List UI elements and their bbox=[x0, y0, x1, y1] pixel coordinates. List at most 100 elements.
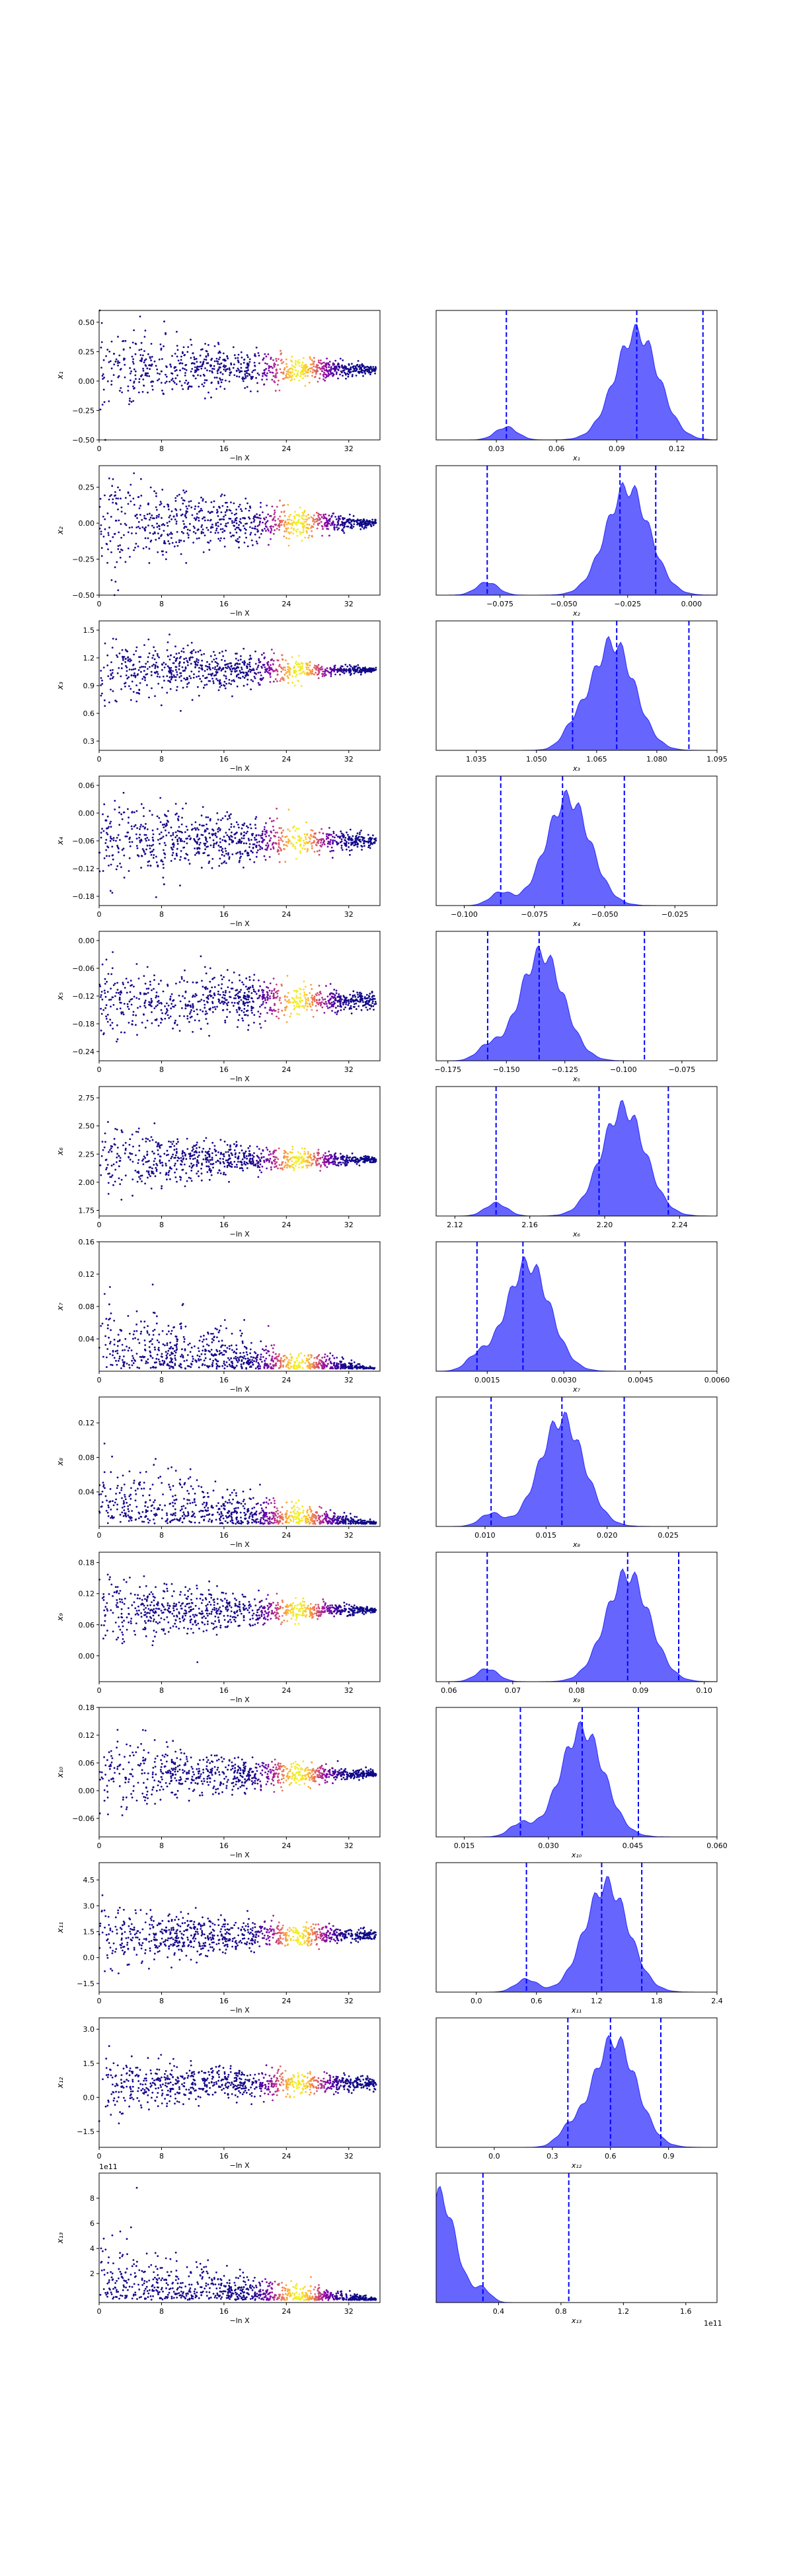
hist-area-x_8 bbox=[436, 1411, 717, 1527]
trace-xtick-label-x_3: 0 bbox=[97, 755, 102, 764]
hist-frame-x_9 bbox=[435, 1552, 718, 1682]
trace-panel-x_9: 0 8 16 24 32 −ln X 0.00 0.06 0.12 0.18 x₉ bbox=[56, 1552, 381, 1704]
hist-xtick-label-x_5: −0.175 bbox=[434, 1065, 461, 1074]
trace-ytick-label-x_6: 2.75 bbox=[79, 1094, 95, 1102]
trace-ytick-label-x_4: −0.06 bbox=[72, 837, 94, 845]
trace-ylabel-x_4: x₄ bbox=[56, 837, 65, 845]
trace-xtick-label-x_13: 32 bbox=[344, 2307, 354, 2316]
trace-xlabel-x_12: −ln X bbox=[229, 2161, 250, 2170]
trace-offset-text-x_13: 1e11 bbox=[99, 2163, 118, 2171]
trace-ytick-label-x_6: 1.75 bbox=[79, 1206, 95, 1215]
trace-xlabel-x_4: −ln X bbox=[229, 919, 250, 928]
hist-xlabel-x_6: x₆ bbox=[572, 1230, 581, 1238]
hist-xtick-label-x_3: 1.050 bbox=[526, 755, 547, 764]
trace-points-x_10 bbox=[98, 1729, 377, 1816]
trace-xtick-label-x_1: 16 bbox=[219, 445, 229, 453]
hist-panel-x_12: 0.0 0.3 0.6 0.9 x₁₂ bbox=[435, 2017, 718, 2170]
hist-area-x_3 bbox=[436, 635, 717, 751]
hist-xtick-label-x_12: 0.9 bbox=[663, 2152, 675, 2161]
trace-ytick-label-x_2: −0.25 bbox=[72, 555, 94, 564]
hist-xlabel-x_5: x₅ bbox=[572, 1075, 580, 1083]
hist-xtick-label-x_6: 2.16 bbox=[521, 1221, 538, 1229]
trace-ytick-label-x_9: 0.00 bbox=[79, 1652, 95, 1661]
trace-ytick-label-x_6: 2.00 bbox=[79, 1178, 95, 1187]
trace-xtick-label-x_5: 16 bbox=[219, 1065, 229, 1074]
trace-xtick-label-x_11: 32 bbox=[344, 1997, 354, 2005]
trace-xtick-label-x_7: 0 bbox=[97, 1376, 102, 1384]
trace-panel-x_4: 0 8 16 24 32 −ln X −0.18 −0.12 −0.06 0.00 0.06 x₄ bbox=[56, 775, 381, 928]
trace-xlabel-x_1: −ln X bbox=[229, 454, 250, 462]
trace-ytick-label-x_13: 4 bbox=[90, 2244, 94, 2253]
hist-frame-x_2 bbox=[435, 465, 718, 596]
trace-frame-x_7 bbox=[98, 1241, 381, 1372]
hist-xtick-label-x_13: 0.8 bbox=[555, 2307, 567, 2316]
trace-frame-x_2 bbox=[98, 465, 381, 596]
hist-offset-text-x_13: 1e11 bbox=[704, 2319, 722, 2328]
trace-frame-x_1 bbox=[98, 310, 381, 441]
trace-xtick-label-x_3: 16 bbox=[219, 755, 229, 764]
trace-panel-x_3: 0 8 16 24 32 −ln X 0.3 0.6 0.9 1.2 1.5 x₃ bbox=[56, 620, 381, 773]
trace-xtick-label-x_1: 24 bbox=[282, 445, 291, 453]
hist-frame-x_6 bbox=[435, 1086, 718, 1217]
hist-xtick-label-x_12: 0.6 bbox=[605, 2152, 617, 2161]
trace-frame-x_8 bbox=[98, 1396, 381, 1527]
trace-ylabel-x_7: x₇ bbox=[56, 1303, 65, 1311]
hist-xtick-label-x_1: 0.09 bbox=[609, 445, 625, 453]
trace-xtick-label-x_13: 0 bbox=[97, 2307, 102, 2316]
trace-xtick-label-x_6: 16 bbox=[219, 1221, 229, 1229]
hist-xlabel-x_1: x₁ bbox=[572, 454, 580, 462]
hist-panel-x_11: 0.0 0.6 1.2 1.8 2.4 x₁₁ bbox=[435, 1862, 723, 2015]
trace-frame-x_10 bbox=[98, 1707, 381, 1838]
hist-xtick-label-x_13: 1.6 bbox=[680, 2307, 692, 2316]
trace-xlabel-x_10: −ln X bbox=[229, 1851, 250, 1859]
hist-xtick-label-x_7: 0.0015 bbox=[474, 1376, 500, 1384]
hist-frame-x_5 bbox=[435, 931, 718, 1061]
hist-xtick-label-x_13: 0.4 bbox=[493, 2307, 505, 2316]
hist-xtick-label-x_13: 1.2 bbox=[618, 2307, 630, 2316]
trace-xlabel-x_11: −ln X bbox=[229, 2006, 250, 2015]
hist-area-x_12 bbox=[436, 2034, 717, 2148]
trace-xtick-label-x_6: 8 bbox=[159, 1221, 164, 1229]
hist-xlabel-x_7: x₇ bbox=[572, 1385, 581, 1394]
trace-ytick-label-x_11: −1.5 bbox=[77, 1980, 94, 1988]
trace-xtick-label-x_2: 24 bbox=[282, 600, 291, 608]
trace-xtick-label-x_5: 24 bbox=[282, 1065, 291, 1074]
trace-ytick-label-x_5: −0.24 bbox=[72, 1048, 94, 1056]
trace-frame-x_13 bbox=[98, 2172, 381, 2303]
hist-area-x_2 bbox=[436, 482, 718, 596]
hist-panel-x_9: 0.06 0.07 0.08 0.09 0.10 x₉ bbox=[435, 1552, 718, 1704]
trace-xtick-label-x_6: 24 bbox=[282, 1221, 291, 1229]
hist-panel-x_5: −0.175 −0.150 −0.125 −0.100 −0.075 x₅ bbox=[434, 931, 718, 1083]
hist-xtick-label-x_2: −0.050 bbox=[550, 600, 578, 608]
trace-ytick-label-x_3: 1.2 bbox=[83, 654, 95, 662]
trace-points-x_11 bbox=[98, 1894, 377, 1975]
hist-xtick-label-x_8: 0.025 bbox=[658, 1531, 679, 1540]
trace-xtick-label-x_1: 32 bbox=[344, 445, 354, 453]
trace-points-x_12 bbox=[98, 2045, 377, 2125]
hist-xtick-label-x_5: −0.125 bbox=[551, 1065, 578, 1074]
hist-xtick-label-x_11: 1.8 bbox=[651, 1997, 663, 2005]
trace-frame-x_6 bbox=[98, 1086, 381, 1217]
hist-xtick-label-x_10: 0.060 bbox=[706, 1842, 728, 1850]
hist-xtick-label-x_9: 0.08 bbox=[568, 1686, 585, 1695]
hist-frame-x_1 bbox=[435, 310, 718, 441]
trace-xtick-label-x_9: 0 bbox=[97, 1686, 102, 1695]
trace-xtick-label-x_7: 16 bbox=[219, 1376, 229, 1384]
hist-area-x_6 bbox=[436, 1100, 717, 1217]
trace-ylabel-x_10: x₁₀ bbox=[56, 1766, 65, 1778]
hist-xtick-label-x_12: 0.3 bbox=[547, 2152, 558, 2161]
trace-panel-x_6: 0 8 16 24 32 −ln X 1.75 2.00 2.25 2.50 2.75 x₆ bbox=[56, 1086, 381, 1238]
trace-ytick-label-x_11: 4.5 bbox=[83, 1876, 95, 1884]
trace-xtick-label-x_1: 0 bbox=[97, 445, 102, 453]
trace-points-x_6 bbox=[99, 1121, 377, 1201]
trace-xtick-label-x_10: 32 bbox=[344, 1842, 354, 1850]
hist-xtick-label-x_8: 0.020 bbox=[597, 1531, 618, 1540]
trace-points-x_2 bbox=[98, 472, 377, 596]
trace-ytick-label-x_3: 0.9 bbox=[83, 682, 95, 690]
trace-xtick-label-x_6: 0 bbox=[97, 1221, 102, 1229]
row-x_3: 0 8 16 24 32 −ln X 0.3 0.6 0.9 1.2 1.5 x₃ 1.035 1.050… bbox=[56, 620, 728, 773]
hist-xtick-label-x_5: −0.150 bbox=[493, 1065, 520, 1074]
